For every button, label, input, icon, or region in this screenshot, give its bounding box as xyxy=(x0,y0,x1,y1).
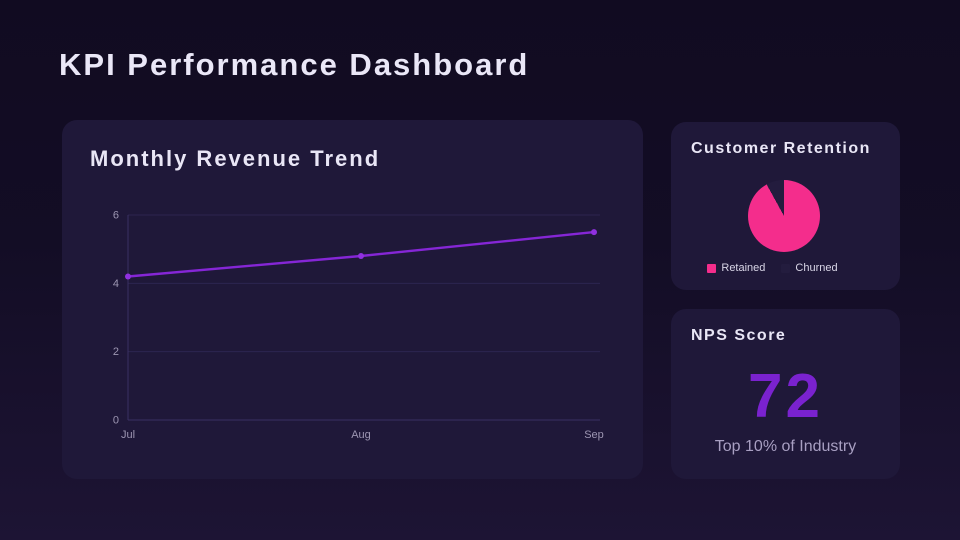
revenue-card-title: Monthly Revenue Trend xyxy=(90,146,381,171)
revenue-card: Monthly Revenue Trend 0 2 4 6 Jul Aug Sep xyxy=(62,120,643,479)
legend-swatch-churned xyxy=(781,263,791,273)
revenue-line-chart: 0 2 4 6 Jul Aug Sep xyxy=(113,210,604,442)
legend-label: Churned xyxy=(795,262,838,274)
svg-text:Jul: Jul xyxy=(121,429,135,441)
legend-item-churned[interactable]: Churned xyxy=(781,262,838,274)
nps-card: NPS Score 72 Top 10% of Industry xyxy=(671,309,900,479)
svg-text:2: 2 xyxy=(113,346,119,358)
svg-text:Aug: Aug xyxy=(351,429,371,441)
retention-pie-chart xyxy=(748,180,820,252)
page-title: KPI Performance Dashboard xyxy=(59,47,530,82)
svg-text:6: 6 xyxy=(113,210,119,222)
nps-value: 72 xyxy=(748,362,823,431)
pie-legend: Retained Churned xyxy=(658,262,887,274)
nps-card-title: NPS Score xyxy=(691,327,787,344)
legend-label: Retained xyxy=(721,262,766,274)
retention-card: Customer Retention Retained Churned xyxy=(671,122,900,290)
legend-item-retained[interactable]: Retained xyxy=(707,262,765,274)
nps-subtitle: Top 10% of Industry xyxy=(714,438,857,455)
svg-text:0: 0 xyxy=(113,415,119,427)
svg-text:Sep: Sep xyxy=(584,429,604,441)
legend-swatch-retained xyxy=(707,263,717,273)
retention-card-title: Customer Retention xyxy=(691,140,871,157)
svg-text:4: 4 xyxy=(113,278,119,290)
